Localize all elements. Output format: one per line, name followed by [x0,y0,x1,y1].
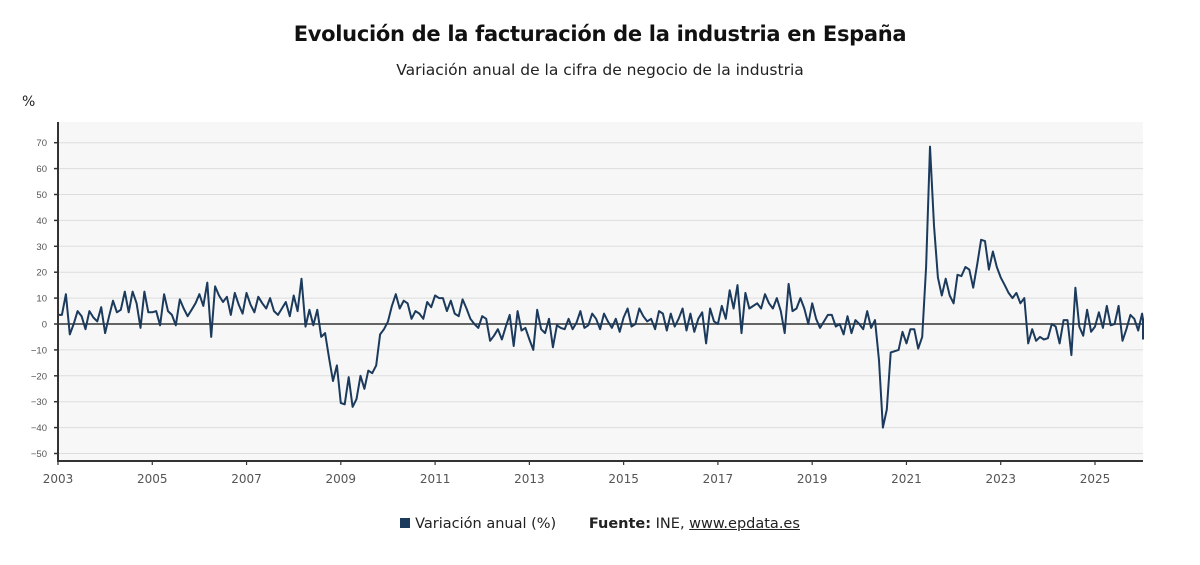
y-tick-label: 10 [36,294,47,305]
y-tick-label: 60 [36,164,47,175]
legend: Variación anual (%) Fuente: INE, www.epd… [0,516,1200,532]
y-tick-label: −40 [31,423,47,434]
y-tick-label: 0 [42,320,47,331]
source-link[interactable]: www.epdata.es [689,516,800,532]
y-tick-label: 70 [36,138,47,149]
series-line-variacion-anual [58,145,1144,429]
y-tick-label: 20 [36,268,47,279]
x-tick-label: 2025 [1080,472,1111,486]
y-tick-label: −20 [31,371,47,382]
x-tick-label: 2015 [608,472,639,486]
source-label: Fuente: [588,516,652,532]
y-axis-ticks: 70 60 50 40 30 20 10 0 −10 −20 −30 −40 −50 [31,138,58,460]
x-tick-label: 2013 [514,472,545,486]
y-tick-label: 50 [36,190,47,201]
x-tick-label: 2021 [891,472,922,486]
legend-item-variacion-anual[interactable]: Variación anual (%) [400,516,556,532]
y-tick-label: 40 [36,216,47,227]
x-tick-label: 2007 [231,472,262,486]
x-tick-label: 2017 [703,472,734,486]
x-axis-ticks: 2003 2005 2007 2009 2011 2013 2015 2017 2019 2021… [43,461,1111,486]
chart-title: Evolución de la facturación de la indust… [293,22,907,46]
y-tick-label: −50 [31,449,47,460]
source-text: INE, [655,516,685,532]
x-tick-label: 2003 [43,472,74,486]
legend-swatch [400,518,411,528]
x-tick-label: 2019 [797,472,828,486]
x-tick-label: 2011 [420,472,451,486]
source: Fuente: INE, www.epdata.es [589,516,800,532]
y-tick-label: 30 [36,242,47,253]
x-tick-label: 2009 [326,472,357,486]
y-axis-unit-label: % [22,94,36,110]
y-tick-label: −30 [31,397,47,408]
x-tick-label: 2023 [985,472,1016,486]
x-tick-label: 2005 [137,472,168,486]
chart-subtitle: Variación anual de la cifra de negocio d… [396,61,804,79]
plot-background [58,122,1143,460]
y-tick-label: −10 [31,345,47,356]
legend-label: Variación anual (%) [415,516,557,532]
